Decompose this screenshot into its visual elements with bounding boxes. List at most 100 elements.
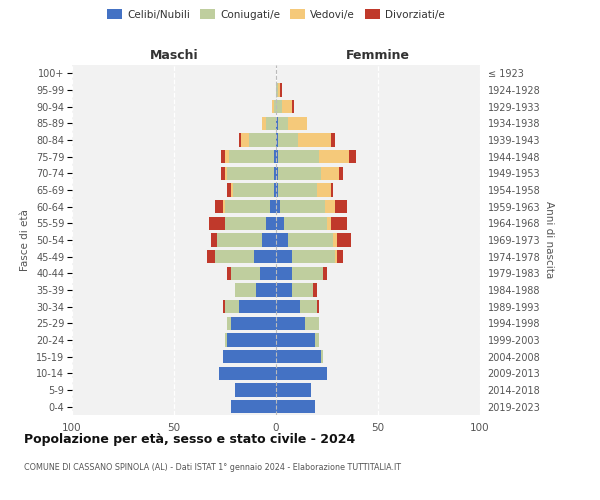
Bar [227,184,231,196]
Bar [215,200,223,213]
Bar [272,100,274,114]
Bar [276,184,278,196]
Bar [274,184,276,196]
Bar [325,200,335,213]
Bar [288,116,307,130]
Bar [276,334,315,346]
Bar [278,134,298,146]
Text: Femmine: Femmine [346,48,410,62]
Bar [276,216,284,230]
Bar [292,266,323,280]
Y-axis label: Fasce di età: Fasce di età [20,209,31,271]
Bar [227,266,231,280]
Bar [233,184,274,196]
Bar [225,150,229,164]
Bar [227,316,231,330]
Bar [231,266,260,280]
Bar [227,166,274,180]
Text: Maschi: Maschi [149,48,199,62]
Bar [305,316,319,330]
Bar [227,334,276,346]
Bar [284,216,327,230]
Bar [219,366,276,380]
Bar [256,284,276,296]
Bar [323,266,327,280]
Bar [225,300,239,314]
Legend: Celibi/Nubili, Coniugati/e, Vedovi/e, Divorziati/e: Celibi/Nubili, Coniugati/e, Vedovi/e, Di… [103,5,449,24]
Bar [229,150,274,164]
Bar [278,150,319,164]
Bar [321,350,323,364]
Bar [223,350,276,364]
Bar [225,216,266,230]
Bar [276,400,315,413]
Bar [270,200,276,213]
Bar [276,316,305,330]
Bar [278,166,321,180]
Bar [278,116,288,130]
Bar [235,284,256,296]
Bar [241,134,250,146]
Bar [225,334,227,346]
Bar [333,234,337,246]
Bar [276,200,280,213]
Bar [215,250,254,264]
Bar [211,234,217,246]
Bar [274,100,276,114]
Bar [276,150,278,164]
Bar [288,234,333,246]
Bar [327,216,331,230]
Bar [231,316,276,330]
Bar [231,184,233,196]
Bar [335,250,337,264]
Bar [317,300,319,314]
Bar [276,384,311,396]
Bar [276,250,292,264]
Bar [276,366,327,380]
Bar [235,384,276,396]
Bar [221,166,225,180]
Bar [223,200,225,213]
Bar [225,166,227,180]
Bar [276,84,278,96]
Bar [331,216,347,230]
Bar [274,166,276,180]
Bar [276,284,292,296]
Bar [349,150,356,164]
Bar [276,134,278,146]
Bar [266,116,276,130]
Bar [276,350,321,364]
Bar [337,234,352,246]
Bar [262,234,276,246]
Bar [282,100,292,114]
Bar [298,134,331,146]
Bar [315,334,319,346]
Bar [292,250,335,264]
Bar [278,184,317,196]
Bar [276,234,288,246]
Bar [276,166,278,180]
Bar [321,166,339,180]
Bar [313,284,317,296]
Bar [276,266,292,280]
Bar [317,184,331,196]
Bar [276,300,301,314]
Bar [292,284,313,296]
Bar [221,150,225,164]
Text: COMUNE DI CASSANO SPINOLA (AL) - Dati ISTAT 1° gennaio 2024 - Elaborazione TUTTI: COMUNE DI CASSANO SPINOLA (AL) - Dati IS… [24,462,401,471]
Bar [225,200,270,213]
Bar [209,216,225,230]
Bar [335,200,347,213]
Bar [262,116,266,130]
Bar [266,216,276,230]
Bar [331,184,333,196]
Text: Popolazione per età, sesso e stato civile - 2024: Popolazione per età, sesso e stato civil… [24,432,355,446]
Bar [337,250,343,264]
Bar [231,400,276,413]
Bar [339,166,343,180]
Bar [274,150,276,164]
Bar [276,100,282,114]
Bar [276,116,278,130]
Bar [278,84,280,96]
Bar [292,100,295,114]
